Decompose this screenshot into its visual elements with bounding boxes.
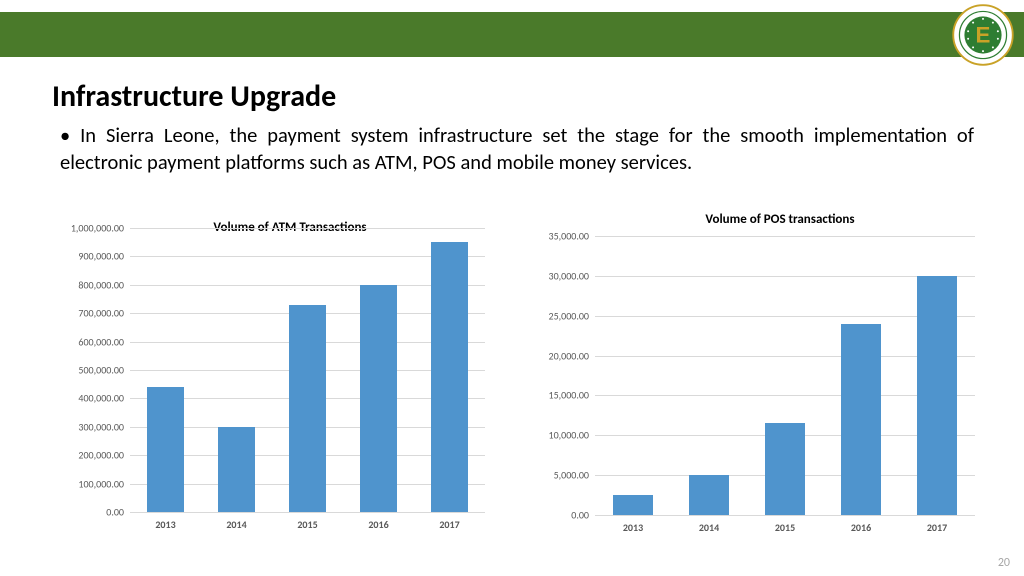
bar <box>218 427 255 512</box>
chart-plot-area: 0.00100,000.00200,000.00300,000.00400,00… <box>130 228 485 513</box>
bar <box>289 305 326 512</box>
y-axis-label: 10,000.00 <box>549 429 590 442</box>
y-axis-label: 0.00 <box>571 509 589 522</box>
x-axis-label: 2014 <box>699 521 719 534</box>
bar <box>360 285 397 512</box>
grid-line <box>595 236 975 237</box>
slide-title: Infrastructure Upgrade <box>52 78 336 115</box>
svg-text:E: E <box>976 22 991 47</box>
y-axis-label: 15,000.00 <box>549 389 590 402</box>
x-axis-label: 2014 <box>226 518 246 531</box>
y-axis-label: 20,000.00 <box>549 349 590 362</box>
y-axis-label: 5,000.00 <box>554 469 589 482</box>
grid-line <box>595 515 975 516</box>
y-axis-label: 0.00 <box>106 506 124 519</box>
y-axis-label: 1,000,000.00 <box>71 222 124 235</box>
chart-title: Volume of POS transactions <box>650 212 910 227</box>
bullet-text: In Sierra Leone, the payment system infr… <box>60 122 974 176</box>
bar <box>431 242 468 512</box>
y-axis-label: 600,000.00 <box>78 335 124 348</box>
pos-transactions-chart: Volume of POS transactions 0.005,000.001… <box>530 212 980 542</box>
x-axis-label: 2013 <box>155 518 175 531</box>
bar <box>841 324 881 515</box>
grid-line <box>130 512 485 513</box>
bar <box>689 475 729 515</box>
y-axis-label: 35,000.00 <box>549 230 590 243</box>
y-axis-label: 500,000.00 <box>78 364 124 377</box>
x-axis-label: 2016 <box>851 521 871 534</box>
atm-transactions-chart: Volume of ATM Transactions 0.00100,000.0… <box>60 220 490 540</box>
y-axis-label: 700,000.00 <box>78 307 124 320</box>
bar <box>613 495 653 515</box>
grid-line <box>130 228 485 229</box>
x-axis-label: 2016 <box>368 518 388 531</box>
x-axis-label: 2015 <box>297 518 317 531</box>
y-axis-label: 800,000.00 <box>78 278 124 291</box>
x-axis-label: 2017 <box>439 518 459 531</box>
y-axis-label: 900,000.00 <box>78 250 124 263</box>
bar <box>765 423 805 515</box>
y-axis-label: 200,000.00 <box>78 449 124 462</box>
bar <box>917 276 957 515</box>
organization-logo-icon: E <box>952 4 1014 66</box>
chart-plot-area: 0.005,000.0010,000.0015,000.0020,000.002… <box>595 236 975 516</box>
x-axis-label: 2013 <box>623 521 643 534</box>
y-axis-label: 100,000.00 <box>78 477 124 490</box>
page-number: 20 <box>998 556 1010 570</box>
y-axis-label: 400,000.00 <box>78 392 124 405</box>
bar <box>147 387 184 512</box>
x-axis-label: 2015 <box>775 521 795 534</box>
y-axis-label: 300,000.00 <box>78 420 124 433</box>
y-axis-label: 25,000.00 <box>549 309 590 322</box>
header-bar <box>0 12 1024 57</box>
x-axis-label: 2017 <box>927 521 947 534</box>
y-axis-label: 30,000.00 <box>549 269 590 282</box>
